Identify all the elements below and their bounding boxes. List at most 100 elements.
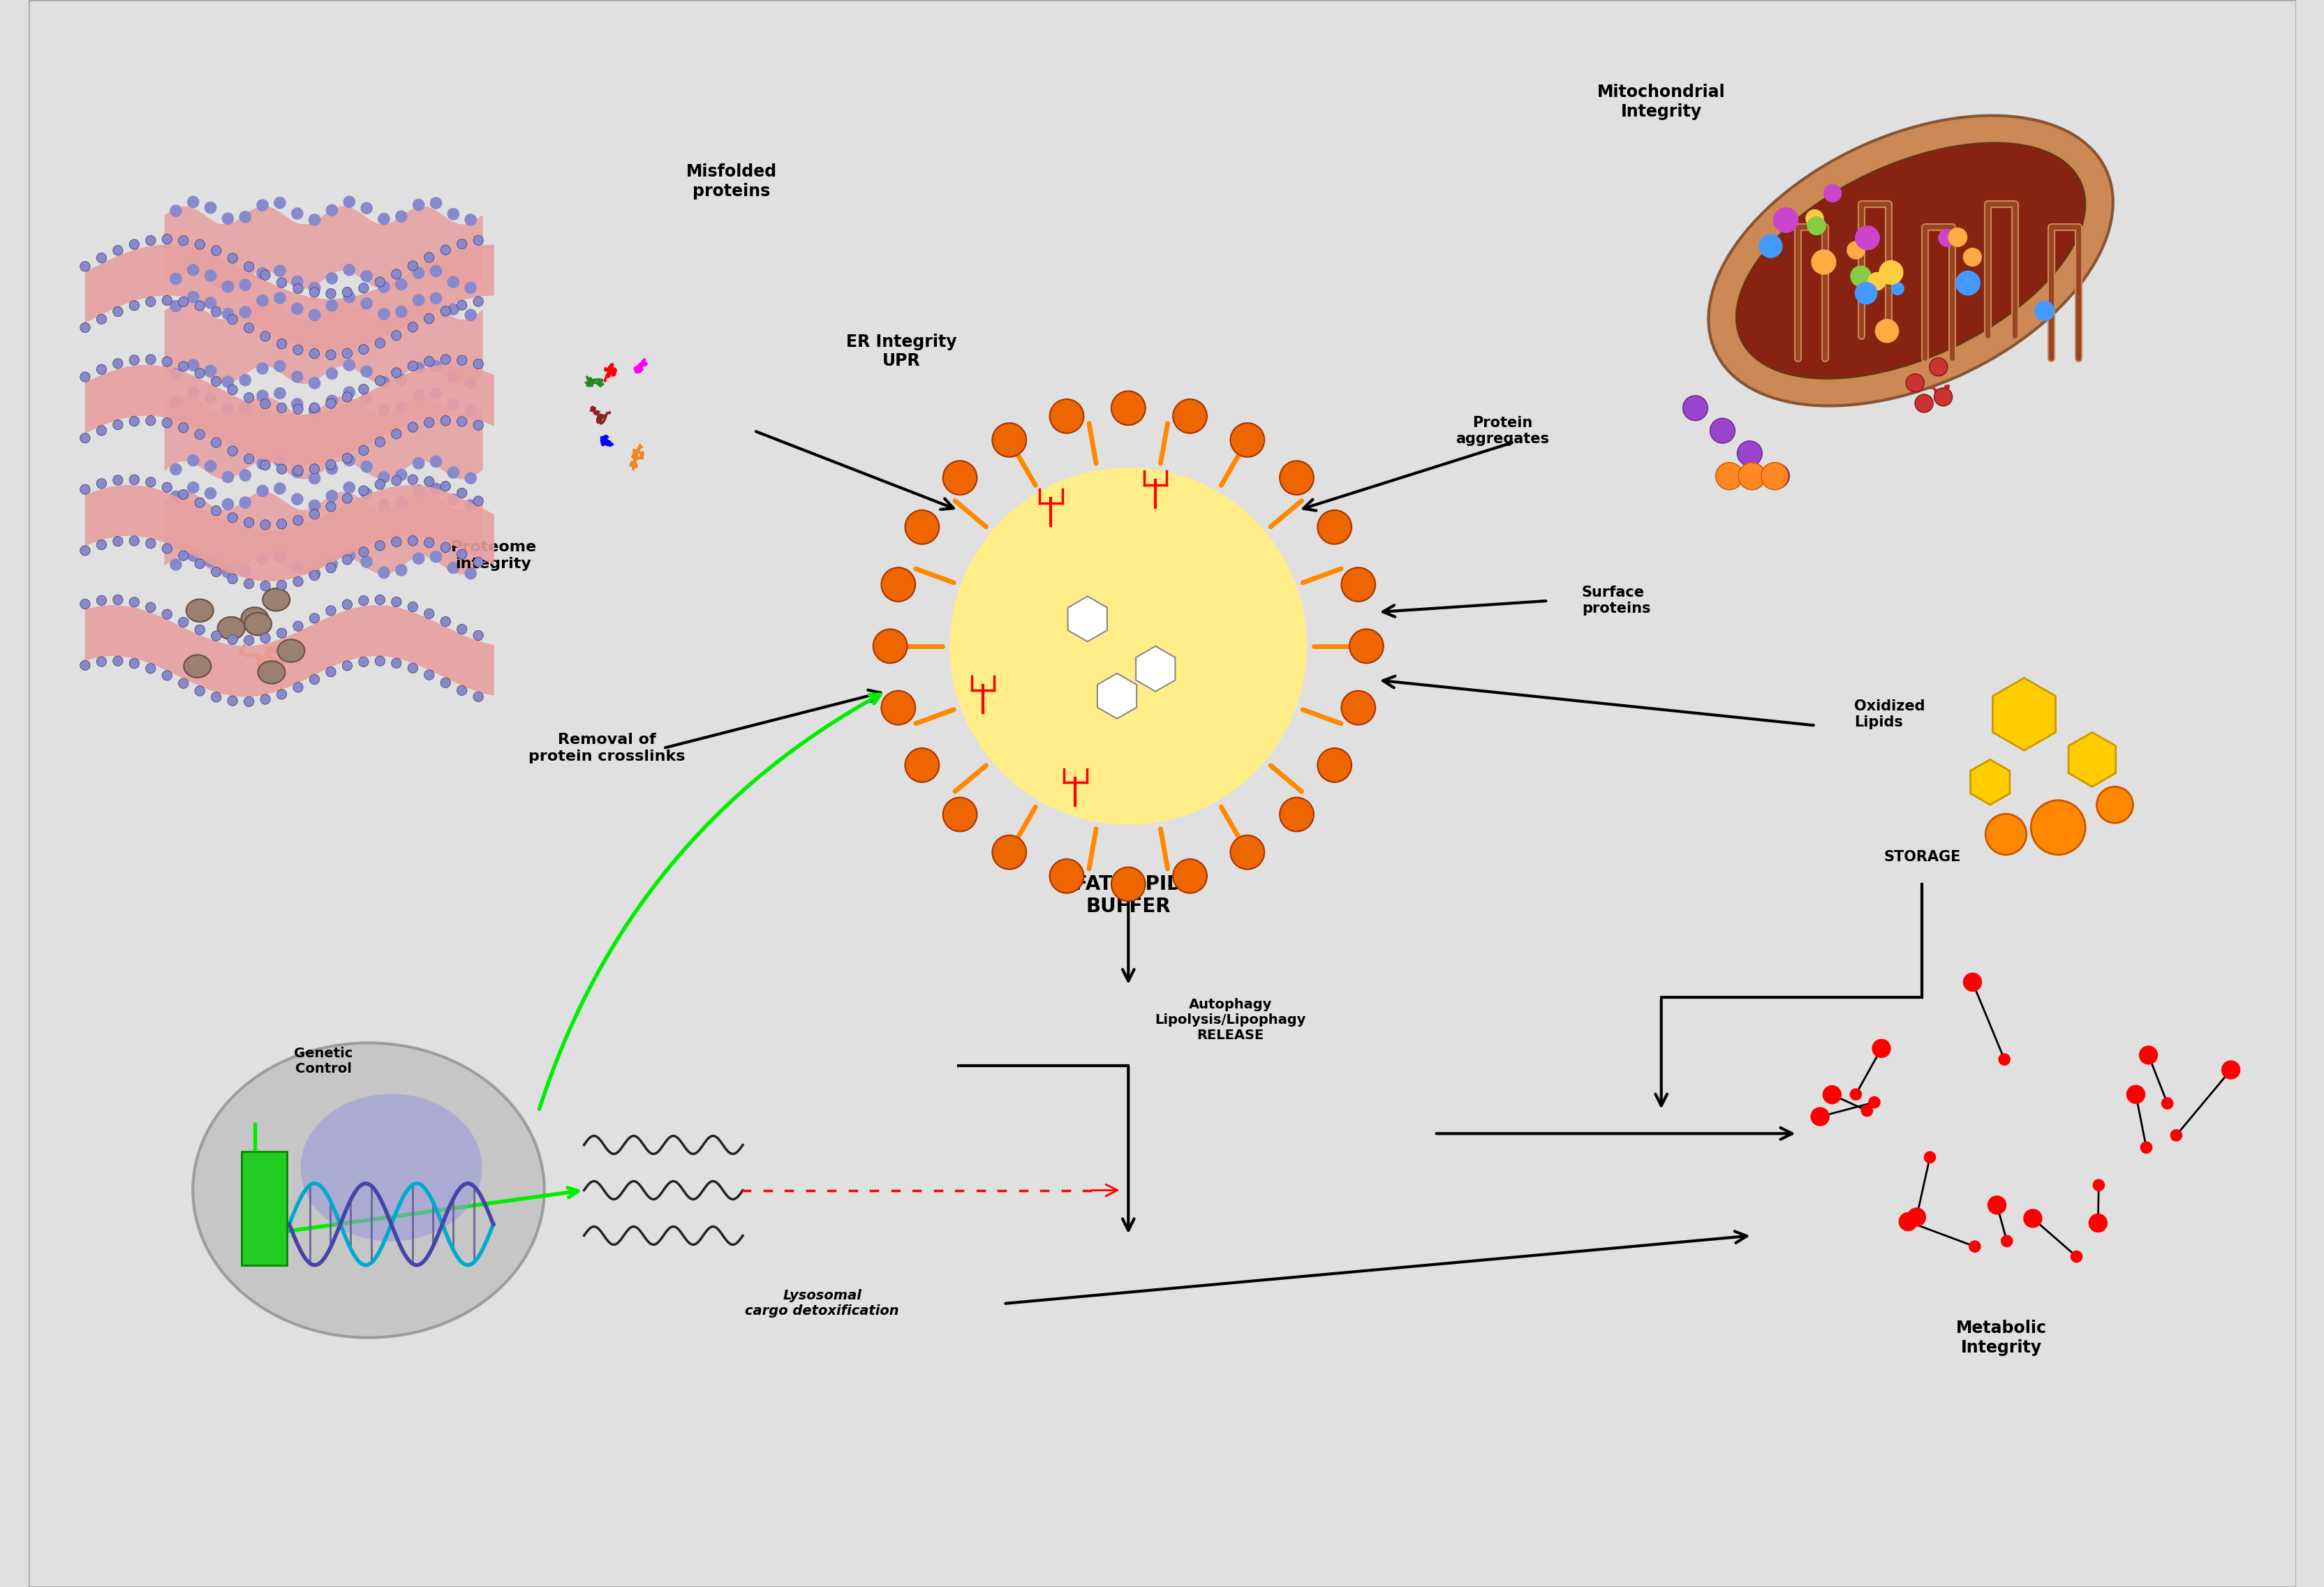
Circle shape <box>442 354 451 365</box>
Circle shape <box>407 360 418 371</box>
Circle shape <box>274 292 286 303</box>
Circle shape <box>325 368 337 379</box>
Circle shape <box>390 476 402 486</box>
Circle shape <box>256 363 267 375</box>
Circle shape <box>325 463 337 475</box>
Circle shape <box>274 551 286 562</box>
Circle shape <box>205 270 216 281</box>
Circle shape <box>1924 1152 1936 1163</box>
Circle shape <box>309 282 321 294</box>
Ellipse shape <box>242 608 267 630</box>
Circle shape <box>325 460 335 470</box>
Circle shape <box>146 354 156 365</box>
Circle shape <box>211 438 221 448</box>
Circle shape <box>256 390 267 402</box>
Circle shape <box>358 282 370 294</box>
Circle shape <box>277 628 286 638</box>
Circle shape <box>992 835 1025 870</box>
Circle shape <box>239 279 251 290</box>
Circle shape <box>274 265 286 276</box>
Circle shape <box>114 655 123 667</box>
Circle shape <box>1868 1097 1880 1108</box>
Circle shape <box>344 454 356 467</box>
Circle shape <box>244 392 253 403</box>
Circle shape <box>325 667 335 676</box>
Circle shape <box>170 463 181 475</box>
Circle shape <box>430 482 442 495</box>
Circle shape <box>2161 1098 2173 1109</box>
Circle shape <box>309 674 318 684</box>
Circle shape <box>277 519 286 528</box>
Circle shape <box>205 202 216 213</box>
Circle shape <box>342 494 353 503</box>
Circle shape <box>309 403 318 413</box>
Circle shape <box>188 455 200 467</box>
Circle shape <box>379 403 390 414</box>
Circle shape <box>309 405 321 416</box>
Circle shape <box>79 371 91 382</box>
Circle shape <box>179 422 188 433</box>
Circle shape <box>414 552 425 563</box>
Circle shape <box>374 479 386 489</box>
Circle shape <box>130 597 139 608</box>
Circle shape <box>374 541 386 551</box>
Circle shape <box>205 297 216 308</box>
Circle shape <box>239 402 251 413</box>
Circle shape <box>395 402 407 413</box>
Circle shape <box>260 695 270 705</box>
Circle shape <box>992 424 1025 457</box>
Circle shape <box>130 536 139 546</box>
Circle shape <box>360 298 372 309</box>
Circle shape <box>342 600 353 609</box>
Circle shape <box>309 613 318 624</box>
Circle shape <box>195 498 205 508</box>
Circle shape <box>449 276 458 287</box>
Circle shape <box>442 306 451 316</box>
Circle shape <box>170 205 181 216</box>
Circle shape <box>114 475 123 486</box>
Circle shape <box>290 303 302 314</box>
Circle shape <box>146 478 156 487</box>
Circle shape <box>1934 387 1952 406</box>
Circle shape <box>2171 1130 2182 1141</box>
Circle shape <box>442 244 451 256</box>
Circle shape <box>360 489 372 500</box>
Circle shape <box>79 484 91 495</box>
Circle shape <box>290 371 302 382</box>
Circle shape <box>414 198 425 211</box>
Circle shape <box>358 657 370 667</box>
Circle shape <box>309 287 318 297</box>
Circle shape <box>1899 1212 1917 1230</box>
Circle shape <box>228 513 237 522</box>
Circle shape <box>163 357 172 367</box>
Circle shape <box>228 254 237 263</box>
Circle shape <box>423 252 435 262</box>
Circle shape <box>239 211 251 222</box>
Circle shape <box>474 497 483 506</box>
Text: Oxidized
Lipids: Oxidized Lipids <box>1855 700 1924 728</box>
Circle shape <box>2001 1235 2013 1247</box>
Circle shape <box>114 306 123 316</box>
Circle shape <box>395 375 407 386</box>
Circle shape <box>293 405 302 414</box>
Circle shape <box>1764 463 1789 489</box>
Circle shape <box>423 670 435 679</box>
Ellipse shape <box>244 613 272 635</box>
Circle shape <box>309 349 318 359</box>
Circle shape <box>163 482 172 492</box>
Circle shape <box>211 376 221 386</box>
Circle shape <box>1875 319 1899 343</box>
Circle shape <box>244 517 253 527</box>
Circle shape <box>360 270 372 282</box>
Circle shape <box>465 309 476 321</box>
Circle shape <box>130 659 139 668</box>
Circle shape <box>1964 248 1980 267</box>
Circle shape <box>290 562 302 573</box>
Circle shape <box>211 506 221 516</box>
Circle shape <box>1174 400 1206 433</box>
Circle shape <box>474 297 483 306</box>
Circle shape <box>277 689 286 700</box>
Circle shape <box>1850 267 1871 287</box>
Circle shape <box>423 357 435 367</box>
Circle shape <box>277 463 286 475</box>
